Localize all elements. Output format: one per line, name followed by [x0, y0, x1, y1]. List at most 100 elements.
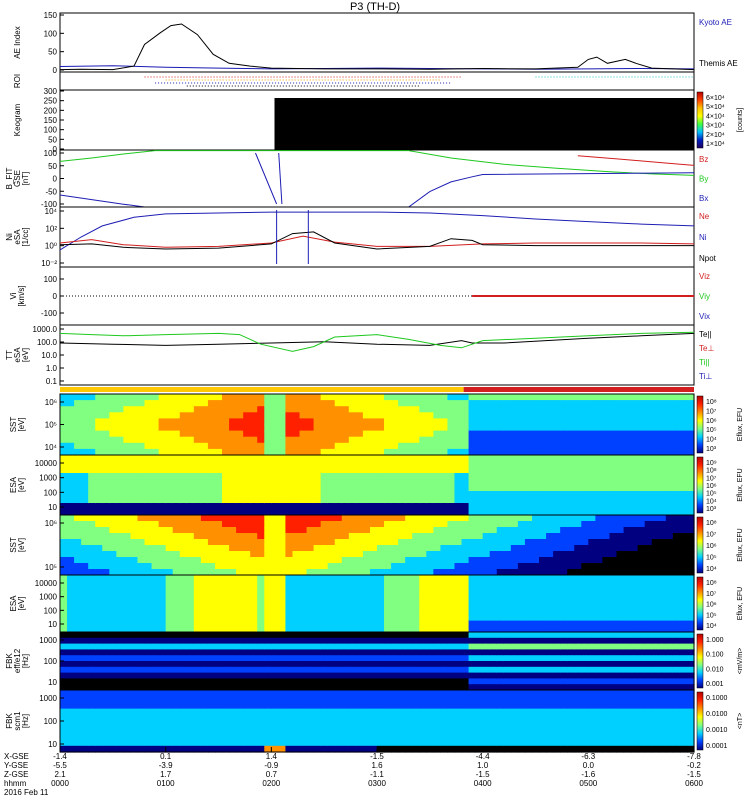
temperature-series-te-: [59, 332, 695, 346]
time-row-label: Y-GSE: [4, 761, 28, 770]
time-tick-label: -5.5: [53, 761, 67, 770]
temperature-series-ti-: [59, 331, 695, 352]
bfit-ylabel: [nT]: [21, 172, 30, 186]
keogram-ytick-label: 300: [44, 87, 58, 96]
time-tick-label: 1.6: [371, 761, 383, 770]
esa_i-ylabel: [eV]: [17, 596, 26, 610]
velocity-legend-label: Viz: [699, 272, 710, 281]
bfit-legend-label: By: [699, 175, 708, 184]
keogram-data-block: [274, 98, 694, 150]
temperature-ylabel: TT: [5, 350, 14, 360]
sst_e-colorbar-label: 10⁶: [706, 418, 717, 425]
fbk_e-colorbar-label: 0.001: [706, 681, 724, 688]
esa_i-spectrogram: [60, 575, 695, 633]
fbk_b-ytick-label: 1000: [39, 694, 57, 703]
keogram-colorbar-title: [counts]: [737, 108, 744, 133]
bfit-series-by: [59, 150, 695, 176]
velocity-ytick-label: 100: [44, 275, 58, 284]
bfit-ylabel: B_FIT: [5, 167, 14, 189]
sst_e-colorbar-label: 10³: [706, 446, 717, 453]
fbk_b-colorbar-label: 0.0100: [706, 711, 728, 718]
time-tick-label: -1.5: [476, 770, 490, 779]
sst_e-colorbar-title: Eflux, EFU: [737, 408, 744, 441]
time-tick-label: -1.6: [581, 770, 595, 779]
time-tick-label: 1.7: [160, 770, 172, 779]
temperature-legend-label: Te⊥: [699, 344, 714, 353]
temperature-ytick-label: 1000.0: [33, 325, 58, 334]
sst_e-spectrogram: [60, 394, 695, 456]
fbk_b-colorbar-label: 0.0010: [706, 727, 728, 734]
sst_i-spectrogram: [60, 515, 695, 576]
bfit-frame: [59, 149, 695, 208]
temperature-legend-label: Ti||: [699, 358, 710, 367]
time-tick-label: -1.4: [53, 752, 67, 761]
time-tick-label: -6.3: [581, 752, 595, 761]
density-ytick-label: 10⁴: [45, 207, 58, 216]
esa_e-ytick-label: 1000: [39, 474, 57, 483]
esa_e-spectrogram: [60, 455, 695, 516]
bfit-ytick-label: 0: [53, 175, 58, 184]
time-tick-label: 0200: [262, 779, 280, 788]
ae-ytick-label: 150: [44, 11, 58, 20]
time-row-label: hhmm: [4, 779, 27, 788]
velocity-legend-label: Vix: [699, 312, 710, 321]
esa_e-ytick-label: 10000: [35, 459, 58, 468]
time-tick-label: -1.1: [370, 770, 384, 779]
ae-series-themis-ae: [59, 23, 695, 71]
ae-legend-label: Themis AE: [699, 59, 738, 68]
sst_e-colorbar-label: 10⁷: [706, 408, 717, 415]
fbk_b-ytick-label: 100: [44, 717, 58, 726]
fbk_e-ylabel: [Hz]: [21, 654, 30, 668]
bfit-bx-spike: [278, 152, 283, 205]
esa_i-colorbar: [696, 576, 704, 631]
velocity-ylabel: [km/s]: [17, 285, 26, 306]
density-ylabel: eSA: [13, 229, 22, 245]
density-legend-label: Npot: [699, 254, 717, 263]
sst_i-ytick-label: 10⁵: [45, 563, 57, 572]
bfit-bx-spike: [255, 152, 278, 205]
keogram-colorbar-label: 2×10⁴: [706, 132, 725, 139]
esa_i-ylabel: ESA: [9, 595, 18, 612]
mode-bar-slow: [463, 387, 694, 392]
time-tick-label: 0100: [157, 779, 175, 788]
sst_i-ytick-label: 10⁶: [45, 519, 57, 528]
esa_i-colorbar-title: Eflux, EFU: [737, 587, 744, 620]
temperature-ylabel: [eV]: [21, 348, 30, 362]
fbk_e-ytick-label: 1000: [39, 636, 57, 645]
esa_i-ytick-label: 1000: [39, 593, 57, 602]
fbk_b-ylabel: [Hz]: [21, 714, 30, 728]
time-axis: X-GSE -1.4 0.1 1.4 -1.5 -4.4 -6.3 -7.8 Y-GSE -5.5…: [4, 747, 703, 797]
esa_i-ytick-label: 10000: [35, 579, 58, 588]
ae-ylabel: AE Index: [13, 26, 22, 58]
time-tick-label: 1.0: [477, 761, 489, 770]
fbk_b-colorbar-title: <nT>: [737, 713, 744, 729]
plot-title: P3 (TH-D): [350, 1, 400, 13]
density-series-npot: [59, 231, 694, 250]
keogram-colorbar-label: 4×10⁴: [706, 113, 725, 120]
fbk_b-ylabel: scm1: [13, 711, 22, 731]
temperature-ytick-label: 100.0: [37, 338, 58, 347]
fbk_e-ytick-label: 100: [44, 657, 58, 666]
keogram-ytick-label: 100: [44, 126, 58, 135]
density-series-ne: [59, 235, 695, 248]
esa_e-colorbar-label: 10⁵: [706, 491, 717, 498]
esa_i-colorbar-label: 10⁶: [706, 602, 717, 609]
esa_e-colorbar-label: 10⁸: [706, 468, 717, 475]
sst_e-ytick-label: 10⁴: [45, 443, 58, 452]
temperature-frame: [59, 324, 695, 386]
fbk_e-colorbar-label: 0.100: [706, 652, 724, 659]
velocity-ylabel: Vi: [9, 292, 18, 299]
esa_i-colorbar-label: 10⁴: [706, 623, 717, 630]
temperature-legend-label: Te||: [699, 330, 712, 339]
ae-ytick-label: 0: [53, 66, 58, 75]
temperature-ytick-label: 1.0: [46, 364, 58, 373]
ae-series-kyoto-ae: [59, 65, 695, 70]
density-ytick-label: 10⁻²: [41, 259, 57, 268]
sst_e-ylabel: [eV]: [17, 417, 26, 431]
fbk_e-ylabel: FBK: [5, 653, 14, 669]
temperature-ytick-label: 0.1: [46, 377, 58, 386]
esa_e-colorbar-label: 10⁴: [706, 498, 717, 505]
temperature-ytick-label: 10.0: [41, 351, 57, 360]
